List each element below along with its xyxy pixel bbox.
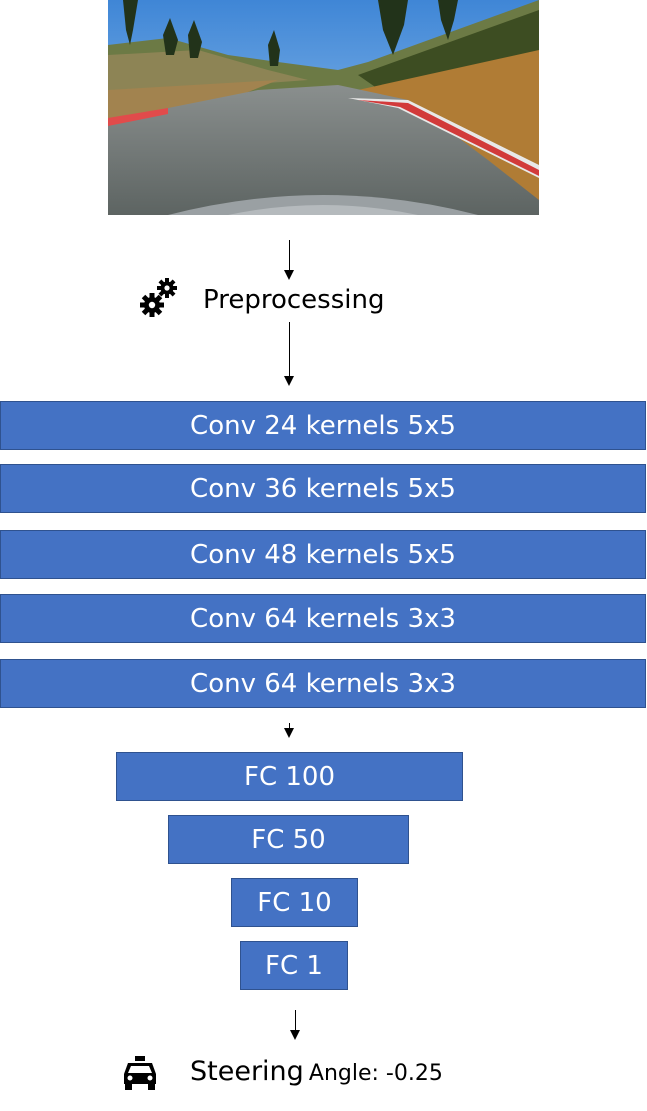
steering-output-label: Steering Angle: -0.25: [190, 1054, 443, 1093]
fc-layer-1: FC 1: [240, 941, 348, 990]
fc-layer-50: FC 50: [168, 815, 409, 864]
conv-layer-4: Conv 64 kernels 3x3: [0, 594, 646, 643]
preprocessing-label: Preprocessing: [203, 285, 385, 315]
conv-layer-5: Conv 64 kernels 3x3: [0, 659, 646, 708]
gears-icon: [140, 278, 177, 317]
conv-layer-1: Conv 24 kernels 5x5: [0, 401, 646, 450]
taxi-icon: [124, 1056, 156, 1090]
angle-value-label: Angle: -0.25: [308, 1061, 443, 1086]
road-camera-image: [108, 0, 539, 215]
steering-label: Steering: [190, 1056, 304, 1087]
conv-layer-2: Conv 36 kernels 5x5: [0, 464, 646, 513]
fc-layer-100: FC 100: [116, 752, 463, 801]
conv-layer-3: Conv 48 kernels 5x5: [0, 530, 646, 579]
fc-layer-10: FC 10: [231, 878, 358, 927]
